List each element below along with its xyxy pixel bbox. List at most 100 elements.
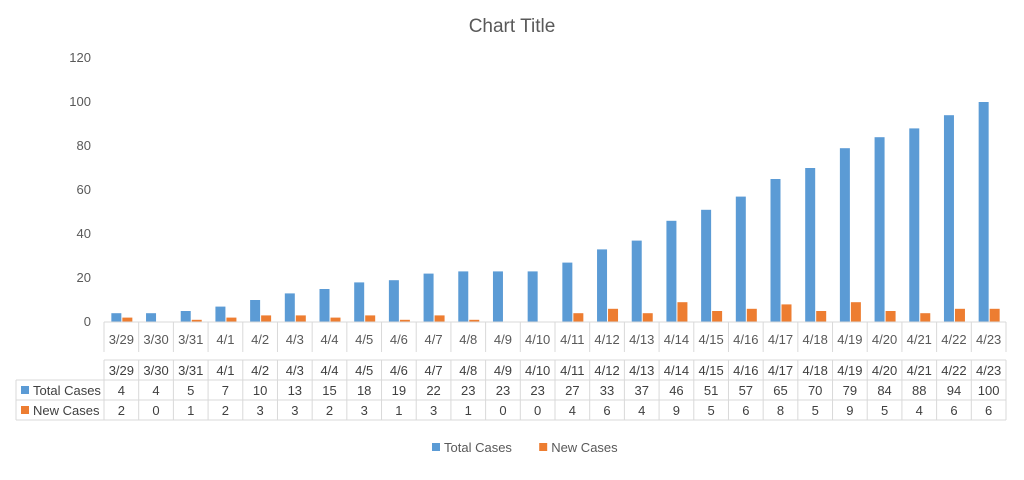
y-tick-label: 0 xyxy=(84,314,91,329)
x-tick-label: 4/4 xyxy=(320,332,338,347)
bar-new-cases xyxy=(642,313,653,322)
y-tick-label: 60 xyxy=(77,182,91,197)
table-header-cell: 4/16 xyxy=(733,363,758,378)
bars xyxy=(111,102,1000,322)
table-cell: 3 xyxy=(256,403,263,418)
table-cell: 4 xyxy=(569,403,576,418)
table-cell: 9 xyxy=(846,403,853,418)
x-tick-label: 4/13 xyxy=(629,332,654,347)
table-header-cell: 4/7 xyxy=(425,363,443,378)
table-cell: 0 xyxy=(499,403,506,418)
table-cell: 88 xyxy=(912,383,926,398)
table-cell: 15 xyxy=(322,383,336,398)
table-cell: 100 xyxy=(978,383,1000,398)
x-tick-label: 4/11 xyxy=(560,332,584,347)
y-tick-label: 40 xyxy=(77,226,91,241)
legend-swatch xyxy=(539,443,548,451)
x-tick-label: 4/3 xyxy=(286,332,304,347)
table-header-cell: 4/14 xyxy=(664,363,689,378)
table-header-cell: 4/8 xyxy=(459,363,477,378)
bar-total-cases xyxy=(805,168,816,322)
x-tick-label: 3/31 xyxy=(178,332,203,347)
bar-total-cases xyxy=(180,311,191,322)
table-cell: 6 xyxy=(985,403,992,418)
x-tick-label: 4/22 xyxy=(941,332,966,347)
table-cell: 10 xyxy=(253,383,267,398)
table-cell: 84 xyxy=(877,383,891,398)
x-tick-label: 4/17 xyxy=(768,332,793,347)
bar-total-cases xyxy=(562,262,573,322)
bar-total-cases xyxy=(215,306,226,322)
table-cell: 4 xyxy=(638,403,645,418)
series-new-cases xyxy=(122,302,1000,322)
table-header-cell: 4/15 xyxy=(698,363,723,378)
legend-item: Total Cases xyxy=(432,440,512,455)
bar-new-cases xyxy=(434,315,445,322)
table-header-cell: 4/1 xyxy=(216,363,234,378)
legend: Total Cases New Cases xyxy=(432,440,618,455)
x-tick-label: 4/6 xyxy=(390,332,408,347)
bar-total-cases xyxy=(423,273,434,322)
table-cell: 1 xyxy=(465,403,472,418)
x-tick-label: 4/19 xyxy=(837,332,862,347)
data-table: 3/29 3/30 3/31 4/1 4/2 4/3 4/4 4/5 4/6 4/7 4/8 4/9 4… xyxy=(15,359,1007,421)
series-total-cases xyxy=(111,102,989,322)
table-cell: 2 xyxy=(118,403,125,418)
table-cell: 4 xyxy=(152,383,159,398)
bar-new-cases xyxy=(816,311,827,322)
bar-new-cases xyxy=(850,302,861,322)
legend-swatch xyxy=(432,443,440,451)
table-header-cell: 4/22 xyxy=(941,363,966,378)
table-legend-key xyxy=(21,406,29,414)
legend-item: New Cases xyxy=(539,440,618,455)
bar-new-cases xyxy=(295,315,306,322)
bar-total-cases xyxy=(284,293,295,322)
bar-new-cases xyxy=(712,311,723,322)
bar-new-cases xyxy=(746,308,757,322)
table-cell: 2 xyxy=(222,403,229,418)
table-header-cell: 4/3 xyxy=(286,363,304,378)
table-cell: 6 xyxy=(603,403,610,418)
bar-new-cases xyxy=(573,313,584,322)
bar-total-cases xyxy=(319,289,330,322)
bar-total-cases xyxy=(909,128,920,322)
table-cell: 13 xyxy=(288,383,302,398)
x-tick-label: 4/9 xyxy=(494,332,512,347)
x-tick-label: 4/10 xyxy=(525,332,550,347)
table-header-cell: 4/2 xyxy=(251,363,269,378)
bar-total-cases xyxy=(146,313,157,322)
x-axis: 3/29 3/30 3/31 4/1 4/2 4/3 4/4 4/5 4/6 4/7 4/8 4/9 4… xyxy=(103,321,1007,352)
table-header-cell: 4/21 xyxy=(907,363,932,378)
x-tick-label: 4/15 xyxy=(698,332,723,347)
table-header-cell: 4/11 xyxy=(560,363,584,378)
bar-new-cases xyxy=(191,319,202,322)
legend-label: New Cases xyxy=(551,440,618,455)
bar-new-cases xyxy=(365,315,376,322)
table-row-label: Total Cases xyxy=(33,383,101,398)
table-header-cell: 4/17 xyxy=(768,363,793,378)
table-cell: 23 xyxy=(461,383,475,398)
y-axis: 0 20 40 60 80 100 120 xyxy=(69,50,91,329)
x-tick-label: 3/30 xyxy=(143,332,168,347)
table-row-label: New Cases xyxy=(33,403,100,418)
bar-total-cases xyxy=(770,179,781,322)
bar-total-cases xyxy=(978,102,989,322)
table-cell: 22 xyxy=(426,383,440,398)
x-tick-label: 4/14 xyxy=(664,332,689,347)
table-cell: 94 xyxy=(947,383,961,398)
bar-new-cases xyxy=(226,317,237,322)
table-header-cell: 4/19 xyxy=(837,363,862,378)
table-legend-key xyxy=(21,386,29,394)
table-cell: 79 xyxy=(843,383,857,398)
table-cell: 4 xyxy=(118,383,125,398)
bar-new-cases xyxy=(885,311,896,322)
bar-total-cases xyxy=(388,280,399,322)
bar-total-cases xyxy=(527,271,538,322)
table-header-cell: 4/18 xyxy=(803,363,828,378)
table-cell: 3 xyxy=(361,403,368,418)
table-cell: 6 xyxy=(742,403,749,418)
table-cell: 65 xyxy=(773,383,787,398)
table-cell: 6 xyxy=(950,403,957,418)
bar-new-cases xyxy=(954,308,965,322)
